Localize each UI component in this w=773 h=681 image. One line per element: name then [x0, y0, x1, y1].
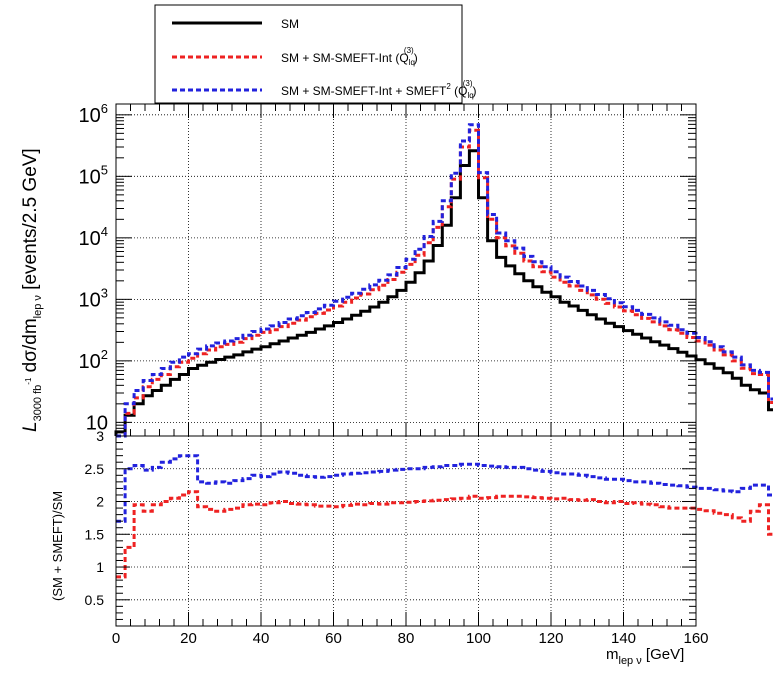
- x-tick-label: 40: [253, 630, 270, 647]
- ratio-series-line-1: [116, 454, 773, 523]
- ratio-gridlines: [116, 436, 696, 626]
- x-tick-label: 160: [683, 630, 708, 647]
- ratio-series-line-0: [116, 490, 773, 579]
- y-tick-label: 10: [86, 412, 108, 434]
- x-tick-label: 120: [538, 630, 563, 647]
- main-gridlines: [116, 104, 696, 436]
- x-tick-label: 60: [325, 630, 342, 647]
- legend: SM SM + SM-SMEFT-Int (Qlq(3)) SM + SM-SM…: [154, 4, 477, 104]
- main-series: [114, 123, 773, 438]
- ratio-axis-ticks: 0 20 40 60 80 100 120 140 160 0.5 1 1.5 2 2.5 3: [85, 428, 709, 647]
- legend-label-quad: SM + SM-SMEFT-Int + SMEFT2 (Qlq(3)): [281, 79, 477, 100]
- x-tick-label: 140: [611, 630, 636, 647]
- ratio-y-tick-label: 1: [96, 559, 104, 575]
- x-tick-label: 0: [112, 630, 120, 647]
- ratio-y-tick-label: 1.5: [85, 526, 105, 542]
- legend-label-int: SM + SM-SMEFT-Int (Qlq(3)): [281, 46, 418, 67]
- ratio-y-tick-label: 2.5: [85, 461, 105, 477]
- legend-label-sm: SM: [281, 17, 299, 31]
- y-tick-label: 102: [79, 347, 108, 373]
- x-axis-title: mlep ν [GeV]: [606, 646, 684, 667]
- y-tick-label: 104: [79, 224, 108, 250]
- ratio-y-axis-title: (SM + SMEFT)/SM: [50, 491, 65, 601]
- series-line-0: [114, 149, 773, 436]
- ratio-series: [116, 454, 773, 579]
- ratio-y-tick-label: 2: [96, 494, 104, 510]
- legend-box: [154, 4, 463, 104]
- main-axis-ticks: 10 102 103 104 105 106: [79, 101, 697, 437]
- x-tick-label: 80: [398, 630, 415, 647]
- y-tick-label: 103: [79, 285, 108, 311]
- ratio-y-tick-label: 0.5: [85, 592, 105, 608]
- series-line-2: [116, 123, 773, 438]
- main-y-axis-title: L3000 fb-1 dσ/dmlep ν [events/2.5 GeV]: [20, 148, 44, 432]
- y-tick-label: 106: [79, 101, 108, 127]
- x-tick-label: 20: [180, 630, 197, 647]
- y-tick-label: 105: [79, 162, 108, 188]
- x-tick-label: 100: [466, 630, 491, 647]
- ratio-y-tick-label: 3: [96, 428, 104, 444]
